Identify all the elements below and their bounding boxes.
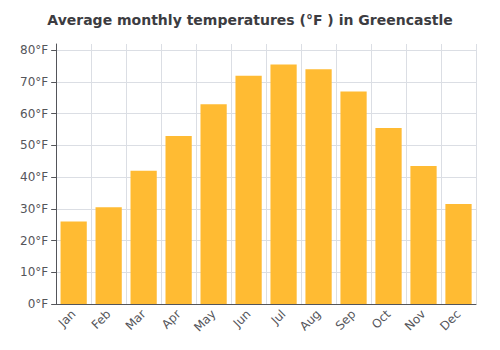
svg-text:Nov: Nov: [402, 307, 428, 333]
svg-text:Oct: Oct: [369, 307, 394, 332]
svg-text:Average monthly temperatures (: Average monthly temperatures (°F ) in Gr…: [47, 12, 452, 28]
svg-text:Jul: Jul: [268, 307, 289, 328]
svg-text:Sep: Sep: [333, 307, 359, 333]
svg-text:40°F: 40°F: [20, 170, 48, 184]
svg-text:Jun: Jun: [230, 307, 254, 331]
svg-text:10°F: 10°F: [20, 265, 48, 279]
svg-text:60°F: 60°F: [20, 107, 48, 121]
svg-text:20°F: 20°F: [20, 234, 48, 248]
svg-text:70°F: 70°F: [20, 75, 48, 89]
svg-text:Aug: Aug: [297, 307, 323, 333]
svg-text:Feb: Feb: [89, 307, 114, 332]
svg-text:Dec: Dec: [437, 307, 463, 333]
svg-text:0°F: 0°F: [28, 297, 49, 311]
svg-text:Mar: Mar: [123, 307, 149, 333]
svg-text:Jan: Jan: [55, 307, 79, 331]
svg-text:Apr: Apr: [159, 307, 184, 332]
svg-text:30°F: 30°F: [20, 202, 48, 216]
svg-text:50°F: 50°F: [20, 138, 48, 152]
svg-text:80°F: 80°F: [20, 43, 48, 57]
svg-text:May: May: [191, 307, 218, 334]
